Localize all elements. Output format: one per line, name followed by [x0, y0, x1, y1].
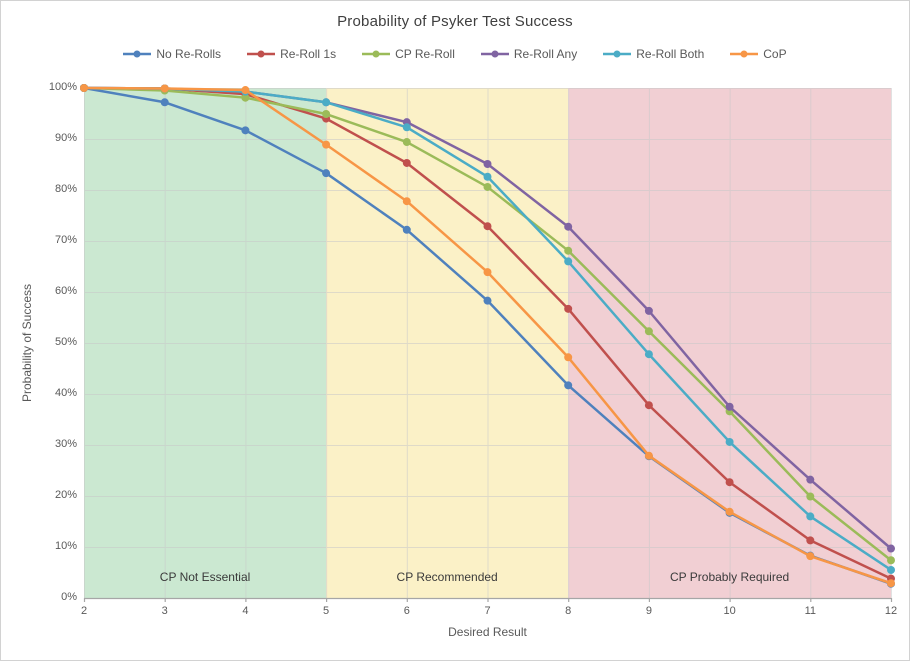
- data-point-no-re-rolls-8: [564, 381, 573, 390]
- data-point-cop-4: [241, 86, 250, 95]
- data-point-re-roll-both-7: [483, 172, 492, 181]
- data-point-cp-re-roll-5: [322, 110, 331, 119]
- data-point-cop-5: [322, 140, 331, 149]
- data-point-re-roll-any-7: [483, 159, 492, 168]
- data-point-no-re-rolls-4: [241, 126, 250, 135]
- data-point-re-roll-1s-9: [644, 401, 653, 410]
- x-tick-label: 11: [804, 605, 816, 617]
- x-tick-label: 9: [645, 605, 652, 617]
- data-point-re-roll-both-11: [806, 512, 815, 521]
- data-point-re-roll-1s-6: [402, 158, 411, 167]
- region-label-cp-recommended: CP Recommended: [396, 570, 498, 584]
- legend-marker-re-roll-both: [603, 50, 632, 58]
- legend: No Re-Rolls Re-Roll 1s CP Re-Roll Re-Roll A…: [1, 47, 909, 61]
- legend-label: Re-Roll Both: [636, 47, 705, 61]
- x-tick-label: 4: [242, 605, 249, 617]
- data-point-re-roll-any-10: [725, 402, 734, 411]
- series-cop: [80, 84, 895, 588]
- legend-marker-re-roll-1s: [247, 50, 276, 58]
- data-point-cp-re-roll-7: [483, 182, 492, 191]
- legend-item-re-roll-any: Re-Roll Any: [480, 47, 578, 61]
- data-point-re-roll-1s-7: [483, 222, 492, 231]
- legend-item-re-roll-1s: Re-Roll 1s: [247, 47, 336, 61]
- data-point-re-roll-any-11: [806, 475, 815, 484]
- data-point-cop-9: [644, 451, 653, 460]
- data-point-cop-7: [483, 268, 492, 277]
- data-point-cp-re-roll-6: [402, 138, 411, 147]
- y-tick-label: 70%: [54, 234, 77, 246]
- legend-marker-cop: [730, 50, 759, 58]
- x-axis-title: Desired Result: [448, 625, 527, 639]
- data-point-re-roll-any-12: [887, 544, 895, 553]
- data-point-cop-12: [887, 579, 895, 588]
- y-tick-label: 100%: [48, 81, 77, 93]
- data-point-cp-re-roll-11: [806, 492, 815, 501]
- data-point-cop-8: [564, 353, 573, 362]
- region-label-cp-not-essential: CP Not Essential: [159, 570, 251, 584]
- data-point-re-roll-1s-8: [564, 304, 573, 313]
- data-point-re-roll-both-9: [644, 350, 653, 359]
- y-tick-label: 10%: [54, 540, 77, 552]
- data-point-no-re-rolls-6: [402, 225, 411, 234]
- region-label-cp-probably-required: CP Probably Required: [670, 570, 790, 584]
- legend-label: No Re-Rolls: [156, 47, 222, 61]
- data-point-cop-10: [725, 507, 734, 516]
- data-point-re-roll-both-10: [725, 437, 734, 446]
- legend-label: Re-Roll 1s: [280, 47, 337, 61]
- y-tick-label: 90%: [54, 132, 77, 144]
- data-point-re-roll-1s-10: [725, 478, 734, 487]
- y-tick-label: 40%: [54, 387, 77, 399]
- data-point-re-roll-both-6: [402, 123, 411, 132]
- y-tick-label: 60%: [54, 285, 77, 297]
- data-point-re-roll-both-8: [564, 257, 573, 266]
- y-tick-label: 30%: [54, 438, 77, 450]
- legend-label: CoP: [763, 47, 787, 61]
- y-tick-label: 50%: [54, 336, 77, 348]
- data-point-no-re-rolls-5: [322, 169, 331, 178]
- x-tick-label: 10: [723, 605, 736, 617]
- x-tick-label: 6: [403, 605, 410, 617]
- data-point-no-re-rolls-3: [160, 98, 169, 107]
- legend-marker-no-re-rolls: [123, 50, 152, 58]
- data-point-cp-re-roll-9: [644, 327, 653, 336]
- x-tick-label: 2: [80, 605, 88, 617]
- data-point-cop-6: [402, 197, 411, 206]
- legend-item-cp-re-roll: CP Re-Roll: [362, 47, 455, 61]
- data-point-re-roll-both-5: [322, 98, 331, 107]
- data-point-cop-2: [80, 84, 88, 92]
- data-point-cop-11: [806, 552, 815, 561]
- chart-title: Probability of Psyker Test Success: [337, 13, 573, 30]
- x-tick-label: 3: [161, 605, 168, 617]
- y-tick-label: 20%: [54, 489, 77, 501]
- legend-marker-re-roll-any: [480, 50, 509, 58]
- legend-marker-cp-re-roll: [362, 50, 391, 58]
- data-point-cp-re-roll-8: [564, 246, 573, 255]
- data-point-re-roll-any-9: [644, 306, 653, 315]
- data-point-re-roll-both-12: [887, 565, 895, 574]
- legend-item-re-roll-both: Re-Roll Both: [603, 47, 704, 61]
- axis-lines: [83, 597, 893, 602]
- data-point-cop-3: [160, 84, 169, 93]
- x-tick-label: 12: [884, 605, 898, 617]
- data-point-cp-re-roll-4: [241, 93, 250, 102]
- legend-label: CP Re-Roll: [395, 47, 455, 61]
- x-tick-label: 7: [484, 605, 491, 617]
- data-point-cp-re-roll-12: [887, 556, 895, 565]
- legend-item-cop: CoP: [730, 47, 787, 61]
- x-tick-label: 8: [565, 605, 572, 617]
- legend-label: Re-Roll Any: [513, 47, 578, 61]
- data-point-no-re-rolls-7: [483, 296, 492, 305]
- y-axis-title: Probability of Success: [20, 283, 34, 403]
- legend-item-no-re-rolls: No Re-Rolls: [123, 47, 221, 61]
- data-point-re-roll-any-8: [564, 222, 573, 231]
- y-tick-label: 0%: [61, 591, 77, 603]
- y-tick-label: 80%: [54, 183, 77, 195]
- data-point-re-roll-1s-11: [806, 536, 815, 545]
- x-tick-label: 5: [323, 605, 330, 617]
